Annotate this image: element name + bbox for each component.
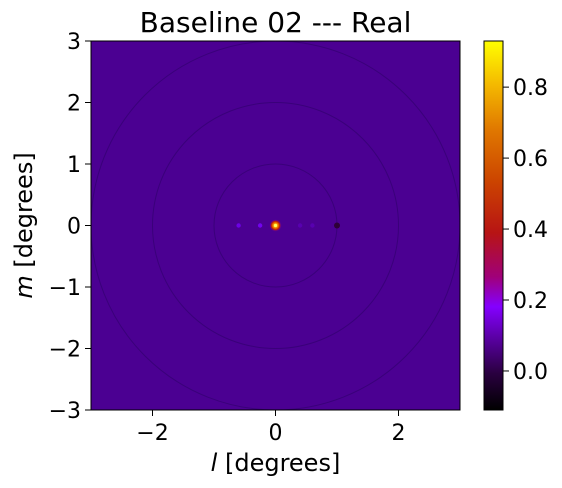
plot-area: [90, 40, 461, 411]
colorbar-ticks: 0.0 0.2 0.4 0.6 0.8: [503, 76, 548, 385]
chart-title: Baseline 02 --- Real: [140, 6, 412, 39]
colorbar-tick-label: 0.8: [513, 76, 548, 101]
colorbar: 0.0 0.2 0.4 0.6 0.8: [483, 40, 548, 411]
y-tick-label: 2: [67, 92, 81, 117]
feature-4: [236, 223, 241, 228]
y-tick-label: −1: [49, 276, 81, 301]
feature-3: [310, 223, 315, 228]
colorbar-tick-label: 0.4: [513, 218, 548, 243]
y-axis-ticks: 3 2 1 0 −1 −2 −3: [49, 30, 91, 424]
y-tick-label: 3: [67, 30, 81, 55]
x-tick-label: 2: [392, 421, 406, 446]
feature-layer: [236, 219, 340, 232]
x-axis-ticks: −2 0 2: [136, 410, 406, 446]
ring-2: [152, 102, 399, 349]
y-tick-label: 1: [67, 153, 81, 178]
x-tick-label: 0: [269, 421, 283, 446]
colorbar-tick-label: 0.2: [513, 289, 548, 314]
x-tick-label: −2: [136, 421, 168, 446]
colorbar-tick-label: 0.0: [513, 360, 548, 385]
feature-peak-core: [273, 223, 278, 228]
y-tick-label: −2: [49, 338, 81, 363]
x-axis-label: l [degrees]: [211, 449, 341, 477]
feature-2: [297, 223, 303, 228]
y-tick-label: 0: [67, 215, 81, 240]
feature-5: [257, 223, 263, 228]
colorbar-gradient: [483, 40, 504, 411]
colorbar-tick-label: 0.6: [513, 147, 548, 172]
feature-1: [334, 222, 340, 229]
y-axis-label: m [degrees]: [10, 152, 38, 298]
y-tick-label: −3: [49, 399, 81, 424]
